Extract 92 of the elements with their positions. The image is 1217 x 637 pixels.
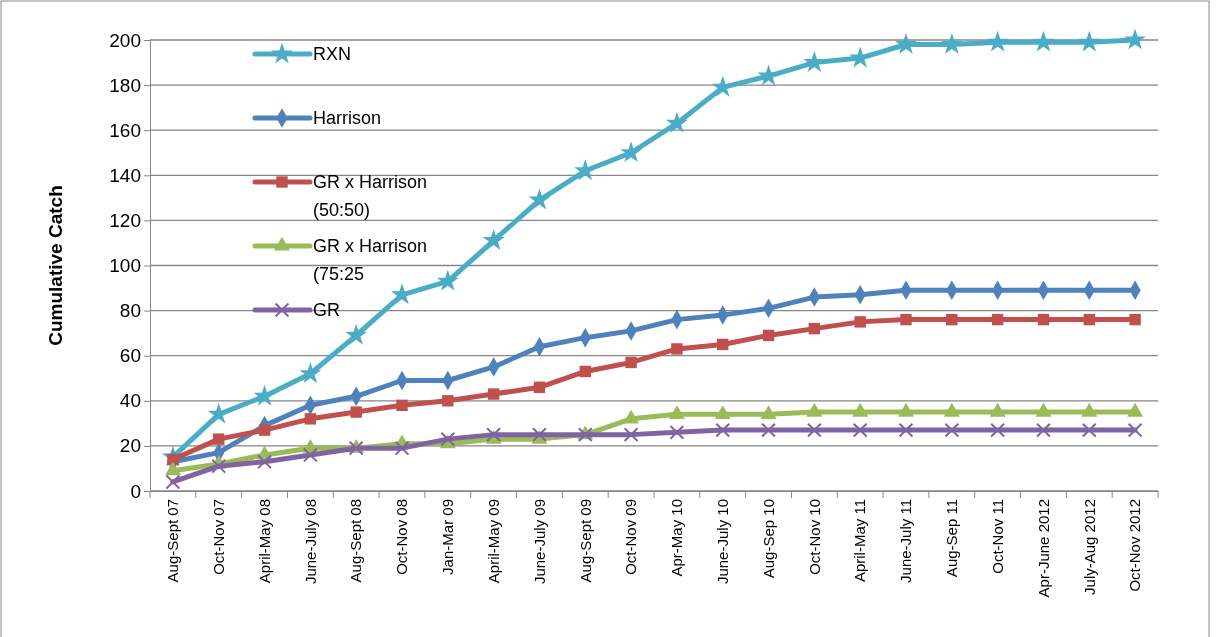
point — [895, 32, 917, 54]
point — [1129, 313, 1141, 326]
point — [625, 356, 637, 369]
legend-label: GR x Harrison (75:25 — [313, 236, 428, 285]
point — [396, 399, 408, 412]
point — [623, 427, 639, 443]
x-tick-label: April-May 08 — [255, 499, 273, 584]
y-tick-label: 80 — [119, 300, 141, 322]
point — [762, 329, 775, 342]
point — [302, 447, 318, 463]
point — [211, 458, 227, 474]
x-tick-label: June-July 08 — [301, 499, 319, 585]
point — [394, 440, 410, 456]
x-tick-label: June-July 10 — [713, 499, 731, 585]
point — [990, 422, 1006, 438]
point — [991, 313, 1004, 326]
y-tick-label: 180 — [109, 74, 141, 96]
point — [900, 313, 912, 326]
y-axis-title: Cumulative Catch — [45, 185, 66, 346]
y-tick-label: 40 — [119, 390, 141, 412]
point — [487, 388, 500, 400]
point — [528, 188, 551, 210]
point — [258, 424, 271, 436]
point — [1124, 28, 1147, 50]
point — [299, 362, 322, 384]
point — [986, 30, 1009, 52]
point — [761, 422, 776, 438]
point — [944, 422, 960, 438]
point — [1078, 30, 1101, 52]
x-tick-label: Aug-Sept 09 — [576, 499, 594, 583]
point — [808, 322, 821, 335]
point — [806, 422, 822, 438]
point — [1083, 313, 1095, 326]
point — [579, 365, 591, 378]
y-tick-label: 60 — [119, 345, 141, 367]
point — [669, 424, 685, 440]
point — [940, 32, 963, 54]
point — [257, 454, 272, 470]
x-tick-label: Aug-Sept 08 — [347, 499, 365, 583]
x-tick-label: Oct-Nov 2012 — [1126, 499, 1144, 592]
point — [213, 433, 225, 445]
point — [165, 474, 181, 490]
x-tick-label: Oct-Nov 07 — [209, 499, 227, 575]
y-tick-label: 0 — [130, 480, 141, 502]
y-tick-label: 100 — [109, 255, 141, 277]
legend-label: GR — [313, 300, 340, 321]
point — [715, 422, 731, 438]
point — [620, 141, 643, 163]
x-tick-label: Apr-May 10 — [668, 499, 686, 577]
x-tick-label: Oct-Nov 10 — [805, 499, 823, 575]
x-tick-label: June-July 11 — [897, 499, 915, 583]
point — [1032, 30, 1055, 52]
point — [671, 343, 683, 355]
legend-label: GR x Harrison (50:50) — [313, 172, 428, 221]
y-tick-label: 140 — [109, 164, 141, 186]
point — [304, 413, 317, 425]
point — [436, 269, 459, 291]
x-tick-label: Aug-Sept 07 — [164, 499, 182, 583]
point — [442, 395, 454, 407]
point — [1081, 422, 1097, 438]
point — [665, 111, 688, 133]
x-tick-label: Oct-Nov 11 — [988, 499, 1006, 574]
legend-label: RXN — [313, 44, 352, 65]
point — [1127, 422, 1143, 438]
legend-label: Harrison — [313, 108, 382, 129]
point — [1037, 313, 1050, 326]
point — [345, 323, 368, 345]
y-tick-label: 200 — [109, 29, 141, 51]
point — [803, 50, 826, 72]
point — [898, 422, 914, 438]
x-tick-label: Oct-Nov 08 — [393, 499, 411, 575]
x-tick-label: April-May 11 — [851, 499, 869, 583]
x-tick-label: July-Aug 2012 — [1080, 499, 1098, 595]
x-tick-label: Oct-Nov 09 — [622, 499, 640, 575]
point — [854, 316, 866, 328]
point — [717, 338, 729, 351]
x-tick-label: June-July 09 — [530, 499, 548, 585]
x-tick-label: April-May 09 — [484, 499, 502, 584]
point — [482, 229, 505, 251]
point — [533, 381, 546, 393]
point — [1036, 422, 1051, 438]
y-tick-label: 20 — [119, 435, 141, 457]
x-tick-label: Aug-Sep 11 — [943, 499, 961, 578]
point — [852, 422, 868, 438]
y-tick-label: 160 — [109, 119, 141, 141]
x-tick-label: Aug-Sep 10 — [759, 499, 777, 579]
x-tick-label: Apr-June 2012 — [1034, 499, 1052, 598]
x-tick-label: Jan-Mar 09 — [439, 499, 457, 575]
point — [253, 384, 276, 406]
y-tick-label: 120 — [109, 209, 141, 231]
point — [946, 313, 958, 326]
point — [350, 406, 362, 418]
